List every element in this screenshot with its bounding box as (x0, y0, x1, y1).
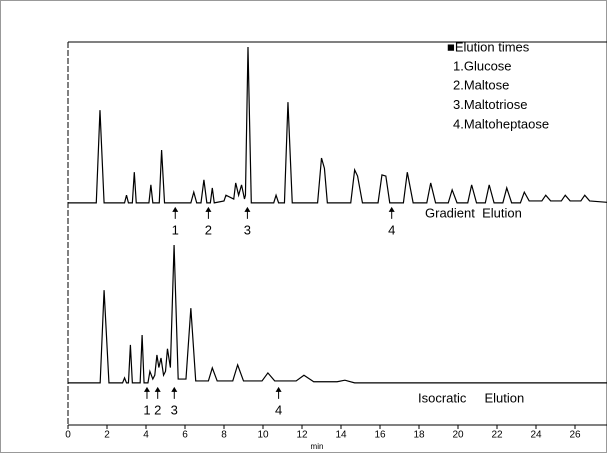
x-tick-label: 18 (413, 430, 425, 441)
marker-label: 4 (388, 222, 395, 237)
arrow-head (244, 206, 251, 212)
trace (68, 244, 607, 384)
legend-item: 3.Maltotriose (453, 97, 527, 112)
x-tick-label: 20 (452, 430, 464, 441)
x-tick-label: 12 (296, 430, 308, 441)
marker-label: 1 (143, 402, 150, 417)
x-axis-label: min (311, 442, 324, 451)
arrow-head (275, 386, 282, 392)
x-tick-label: 2 (104, 430, 110, 441)
arrow-head (205, 206, 212, 212)
legend-item: 4.Maltoheptaose (453, 116, 549, 131)
x-tick-label: 24 (530, 430, 542, 441)
trace (68, 46, 607, 204)
marker-label: 2 (205, 222, 212, 237)
x-tick-label: 10 (257, 430, 269, 441)
x-tick-label: 26 (569, 430, 581, 441)
trace-label: Isocratic Elution (418, 390, 524, 405)
x-tick-label: 16 (374, 430, 386, 441)
arrow-head (154, 386, 161, 392)
x-tick-label: 22 (491, 430, 503, 441)
marker-label: 3 (244, 222, 251, 237)
legend-title: ■Elution times (447, 39, 530, 54)
arrow-head (171, 386, 178, 392)
legend-item: 2.Maltose (453, 78, 509, 93)
x-tick-label: 14 (335, 430, 347, 441)
trace-label: Gradient Elution (425, 205, 522, 220)
marker-label: 2 (154, 402, 161, 417)
legend-item: 1.Glucose (453, 58, 512, 73)
x-tick-label: 6 (182, 430, 188, 441)
x-tick-label: 4 (143, 430, 149, 441)
marker-label: 1 (172, 222, 179, 237)
x-tick-label: 8 (221, 430, 227, 441)
marker-label: 4 (275, 402, 282, 417)
arrow-head (143, 386, 150, 392)
marker-label: 3 (171, 402, 178, 417)
arrow-head (388, 206, 395, 212)
x-tick-label: 0 (65, 430, 71, 441)
arrow-head (172, 206, 179, 212)
